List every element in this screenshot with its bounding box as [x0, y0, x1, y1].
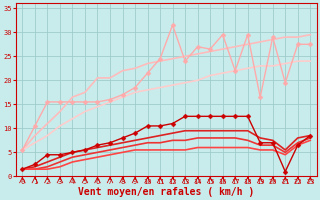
X-axis label: Vent moyen/en rafales ( km/h ): Vent moyen/en rafales ( km/h ) [78, 187, 254, 197]
